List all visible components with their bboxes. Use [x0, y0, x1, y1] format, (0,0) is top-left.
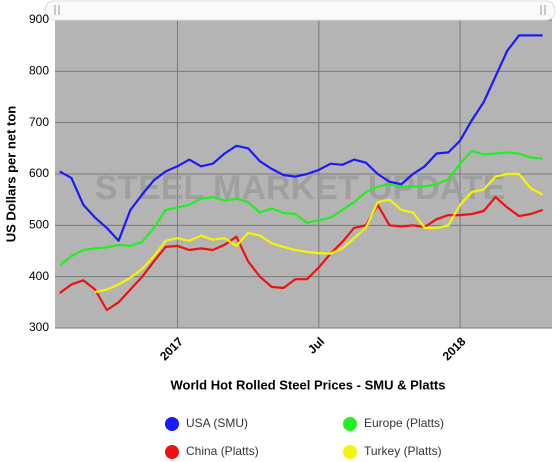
y-tick-label: 900: [29, 12, 49, 26]
legend-marker[interactable]: [343, 445, 357, 459]
chart-title: World Hot Rolled Steel Prices - SMU & Pl…: [171, 377, 446, 392]
legend-label[interactable]: USA (SMU): [186, 416, 248, 430]
series-line: [94, 172, 544, 294]
y-tick-label: 300: [29, 320, 49, 334]
y-tick-label: 600: [29, 166, 49, 180]
series-line: [59, 149, 543, 267]
slider-handle[interactable]: [54, 5, 60, 15]
legend-label[interactable]: Turkey (Platts): [364, 444, 442, 458]
series-line: [59, 34, 543, 242]
series-line: [59, 196, 543, 312]
legend-marker[interactable]: [343, 417, 357, 431]
y-axis-label: US Dollars per net ton: [3, 106, 18, 243]
legend-marker[interactable]: [165, 445, 179, 459]
x-tick-label: 2018: [440, 334, 469, 363]
range-slider[interactable]: [44, 0, 556, 21]
y-tick-label: 800: [29, 64, 49, 78]
legend-marker[interactable]: [165, 417, 179, 431]
y-tick-label: 400: [29, 269, 49, 283]
x-tick-label: 2017: [157, 334, 186, 363]
y-tick-label: 700: [29, 115, 49, 129]
legend-label[interactable]: China (Platts): [186, 444, 259, 458]
slider-handle[interactable]: [540, 5, 546, 15]
x-tick-label: Jul: [305, 334, 327, 356]
legend-label[interactable]: Europe (Platts): [364, 416, 444, 430]
y-tick-label: 500: [29, 218, 49, 232]
